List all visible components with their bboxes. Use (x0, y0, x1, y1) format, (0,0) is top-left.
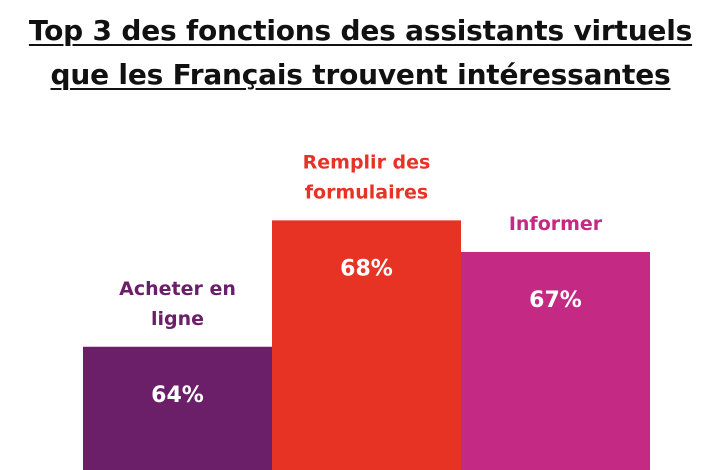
value-label-informer: 67% (529, 288, 582, 313)
chart-title-line-1: Top 3 des fonctions des assistants virtu… (28, 14, 693, 47)
value-label-remplir-des-formulaires: 68% (340, 256, 393, 281)
category-label-informer-line-1: Informer (509, 213, 603, 235)
bar-informer (461, 251, 650, 470)
category-label-remplir-des-formulaires-line-2: formulaires (305, 181, 428, 203)
category-label-acheter-en-ligne-line-2: ligne (151, 308, 204, 330)
bar-acheter-en-ligne (83, 346, 272, 470)
chart-title-line-2: que les Français trouvent intéressantes (50, 58, 671, 91)
value-label-acheter-en-ligne: 64% (151, 383, 204, 408)
category-label-remplir-des-formulaires-line-1: Remplir des (303, 151, 431, 173)
category-label-acheter-en-ligne-line-1: Acheter en (119, 278, 236, 300)
bar-remplir-des-formulaires (272, 220, 461, 470)
